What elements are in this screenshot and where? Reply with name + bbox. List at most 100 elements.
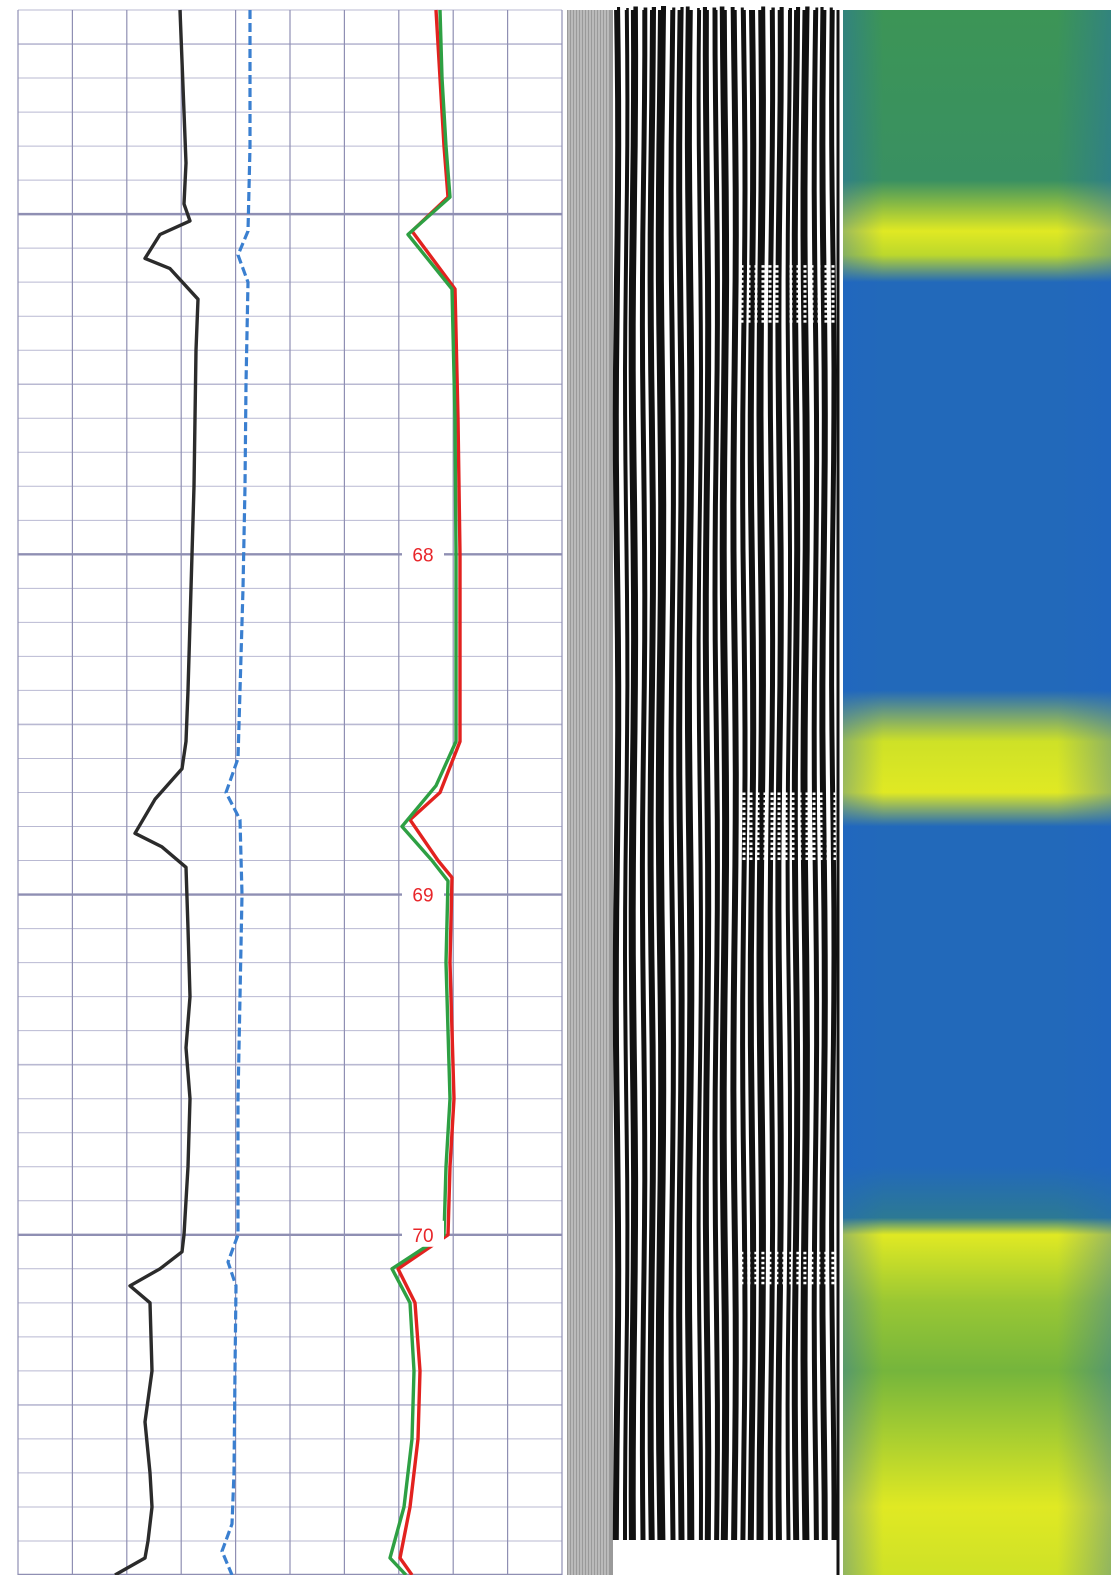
vdl-noise-dot: [805, 847, 809, 850]
vdl-noise-dot: [796, 300, 800, 303]
vdl-noise-dot: [740, 305, 744, 308]
vdl-noise-dot: [749, 847, 753, 850]
vdl-noise-dot: [824, 300, 828, 303]
vdl-noise-dot: [756, 817, 760, 820]
vdl-noise-dot: [749, 827, 753, 830]
vdl-noise-dot: [777, 827, 781, 830]
vdl-noise-dot: [775, 310, 779, 313]
vdl-noise-dot: [812, 852, 816, 855]
vdl-noise-dot: [770, 797, 774, 800]
vdl-noise-dot: [782, 1276, 786, 1280]
vdl-noise-dot: [756, 792, 760, 795]
vdl-noise-dot: [826, 857, 830, 860]
vdl-noise-dot: [831, 1266, 835, 1270]
vdl-noise-dot: [740, 320, 744, 323]
vdl-noise-dot: [831, 315, 835, 318]
vdl-noise-dot: [747, 1256, 751, 1260]
vdl-noise-dot: [798, 827, 802, 830]
vdl-noise-dot: [817, 270, 821, 273]
curve-track: 68 69 70: [17, 9, 563, 1575]
depth-labels: 68 69 70: [402, 540, 444, 1247]
vdl-noise-dot: [824, 315, 828, 318]
vdl-noise-dot: [782, 280, 786, 283]
vdl-noise-dot: [803, 285, 807, 288]
vdl-noise-dot: [754, 265, 758, 268]
vdl-noise-dot: [782, 1271, 786, 1275]
vdl-noise-dot: [796, 265, 800, 268]
vdl-noise-dot: [768, 315, 772, 318]
vdl-noise-dot: [782, 1281, 786, 1285]
vdl-stripe: [639, 7, 648, 1541]
vdl-noise-dot: [831, 1256, 835, 1260]
vdl-noise-dot: [768, 1271, 772, 1275]
vdl-noise-dot: [761, 1266, 765, 1270]
vdl-noise-dot: [784, 857, 788, 860]
vdl-noise-dot: [805, 832, 809, 835]
vdl-noise-dot: [740, 1251, 744, 1255]
vdl-noise-dot: [768, 280, 772, 283]
vdl-stripe: [702, 7, 712, 1541]
vdl-noise-dot: [747, 1266, 751, 1270]
vdl-noise-dot: [819, 852, 823, 855]
vdl-noise-dot: [747, 320, 751, 323]
vdl-noise-dot: [831, 1271, 835, 1275]
vdl-stripe: [791, 7, 801, 1541]
vdl-noise-dot: [833, 847, 837, 850]
vdl-noise-dot: [777, 852, 781, 855]
vdl-noise-dot: [810, 1256, 814, 1260]
vdl-noise-dot: [789, 275, 793, 278]
vdl-noise-dot: [754, 1251, 758, 1255]
vdl-noise-dot: [777, 822, 781, 825]
vdl-noise-dot: [824, 1251, 828, 1255]
vdl-noise-dot: [789, 1256, 793, 1260]
vdl-noise-dot: [817, 300, 821, 303]
vdl-stripe: [767, 7, 776, 1541]
vdl-noise-dot: [831, 295, 835, 298]
vdl-noise-dot: [826, 842, 830, 845]
vdl-noise-dot: [817, 315, 821, 318]
vdl-stripe: [612, 7, 622, 1541]
vdl-noise-dot: [826, 852, 830, 855]
vdl-noise-dot: [763, 832, 767, 835]
vdl-noise-dot: [826, 822, 830, 825]
vdl-noise-dot: [812, 792, 816, 795]
vdl-noise-dot: [777, 857, 781, 860]
vdl-noise-dot: [833, 792, 837, 795]
vdl-noise-dot: [754, 310, 758, 313]
vdl-noise-dot: [803, 320, 807, 323]
vdl-stripe: [684, 6, 695, 1541]
vdl-noise-dot: [777, 832, 781, 835]
vdl-noise-dot: [812, 817, 816, 820]
vdl-noise-dot: [833, 817, 837, 820]
vdl-noise-dot: [754, 280, 758, 283]
vdl-noise-dot: [742, 817, 746, 820]
vdl-noise-dot: [747, 285, 751, 288]
vdl-noise-dot: [742, 847, 746, 850]
vdl-noise-dot: [812, 802, 816, 805]
vdl-noise-dot: [742, 802, 746, 805]
vdl-stripe: [829, 7, 837, 1540]
vdl-noise-dot: [775, 280, 779, 283]
vdl-noise-dot: [742, 842, 746, 845]
vdl-noise-dot: [796, 320, 800, 323]
vdl-noise-dot: [812, 832, 816, 835]
vdl-noise-dot: [770, 802, 774, 805]
vdl-noise-dot: [761, 1256, 765, 1260]
vdl-noise-dot: [810, 280, 814, 283]
vdl-noise-dot: [798, 847, 802, 850]
vdl-noise-dot: [775, 1256, 779, 1260]
vdl-noise-dot: [782, 265, 786, 268]
vdl-noise-dot: [791, 837, 795, 840]
vdl-noise-dot: [761, 275, 765, 278]
vdl-noise-dot: [817, 1271, 821, 1275]
vdl-noise-dot: [826, 837, 830, 840]
vdl-noise-dot: [770, 842, 774, 845]
vdl-noise-dot: [803, 1271, 807, 1275]
vdl-noise-dot: [812, 847, 816, 850]
vdl-noise-dot: [740, 275, 744, 278]
vdl-noise-dot: [824, 280, 828, 283]
vdl-noise-dot: [824, 1271, 828, 1275]
vdl-noise-dot: [763, 842, 767, 845]
vdl-noise-dot: [831, 290, 835, 293]
depth-label: 70: [412, 1226, 433, 1247]
